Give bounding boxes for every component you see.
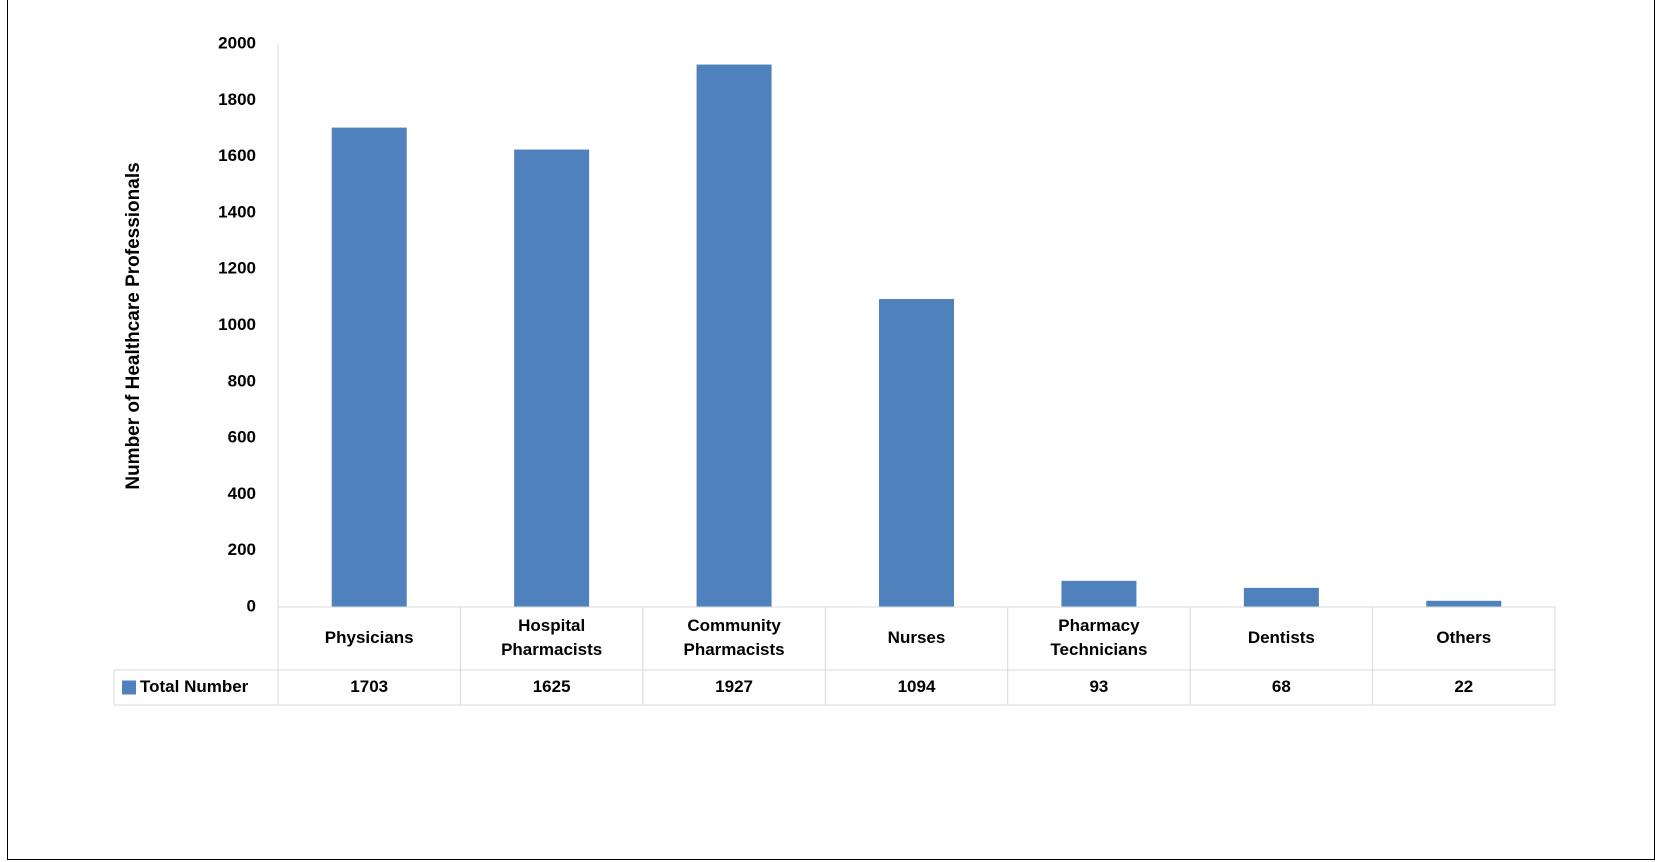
data-table-value: 1094 xyxy=(898,677,936,696)
y-tick-label: 400 xyxy=(228,484,256,503)
category-label: Community xyxy=(687,616,781,635)
data-table-value: 1625 xyxy=(533,677,571,696)
category-label: Technicians xyxy=(1050,640,1147,659)
y-tick-label: 200 xyxy=(228,540,256,559)
data-table-value: 93 xyxy=(1089,677,1108,696)
data-table-value: 68 xyxy=(1272,677,1291,696)
data-table-value: 22 xyxy=(1454,677,1473,696)
y-tick-label: 1200 xyxy=(218,259,256,278)
data-table: Physicians Hospital Pharmacists Community Ph… xyxy=(113,606,1556,706)
y-tick-label: 1800 xyxy=(218,90,256,109)
y-axis: 0 200 400 600 800 1000 1200 1400 1600 1800 2000 xyxy=(218,33,279,615)
bar xyxy=(1243,587,1319,607)
bar xyxy=(1061,580,1137,607)
y-tick-label: 2000 xyxy=(218,33,256,52)
bar xyxy=(514,149,590,607)
category-label: Pharmacists xyxy=(501,640,602,659)
chart-frame xyxy=(7,0,1655,860)
legend-swatch xyxy=(122,680,136,695)
category-label: Hospital xyxy=(518,616,585,635)
category-label: Physicians xyxy=(325,628,414,647)
category-label: Pharmacists xyxy=(684,640,785,659)
bar xyxy=(331,127,407,607)
bars xyxy=(331,64,1502,607)
category-label: Pharmacy xyxy=(1058,616,1140,635)
data-table-value: 1927 xyxy=(715,677,753,696)
y-axis-label: Number of Healthcare Professionals xyxy=(123,162,144,489)
category-label: Dentists xyxy=(1248,628,1315,647)
bar xyxy=(879,299,954,607)
y-tick-label: 600 xyxy=(228,428,256,447)
legend-series-name: Total Number xyxy=(140,677,249,696)
y-tick-label: 1000 xyxy=(218,315,256,334)
category-label: Others xyxy=(1436,628,1491,647)
data-table-value: 1703 xyxy=(350,677,388,696)
bar xyxy=(696,64,772,607)
category-label: Nurses xyxy=(888,628,946,647)
y-tick-label: 1600 xyxy=(218,146,256,165)
bar xyxy=(1426,600,1502,607)
y-tick-label: 1400 xyxy=(218,202,256,221)
y-tick-label: 0 xyxy=(247,596,256,615)
y-tick-label: 800 xyxy=(228,371,256,390)
